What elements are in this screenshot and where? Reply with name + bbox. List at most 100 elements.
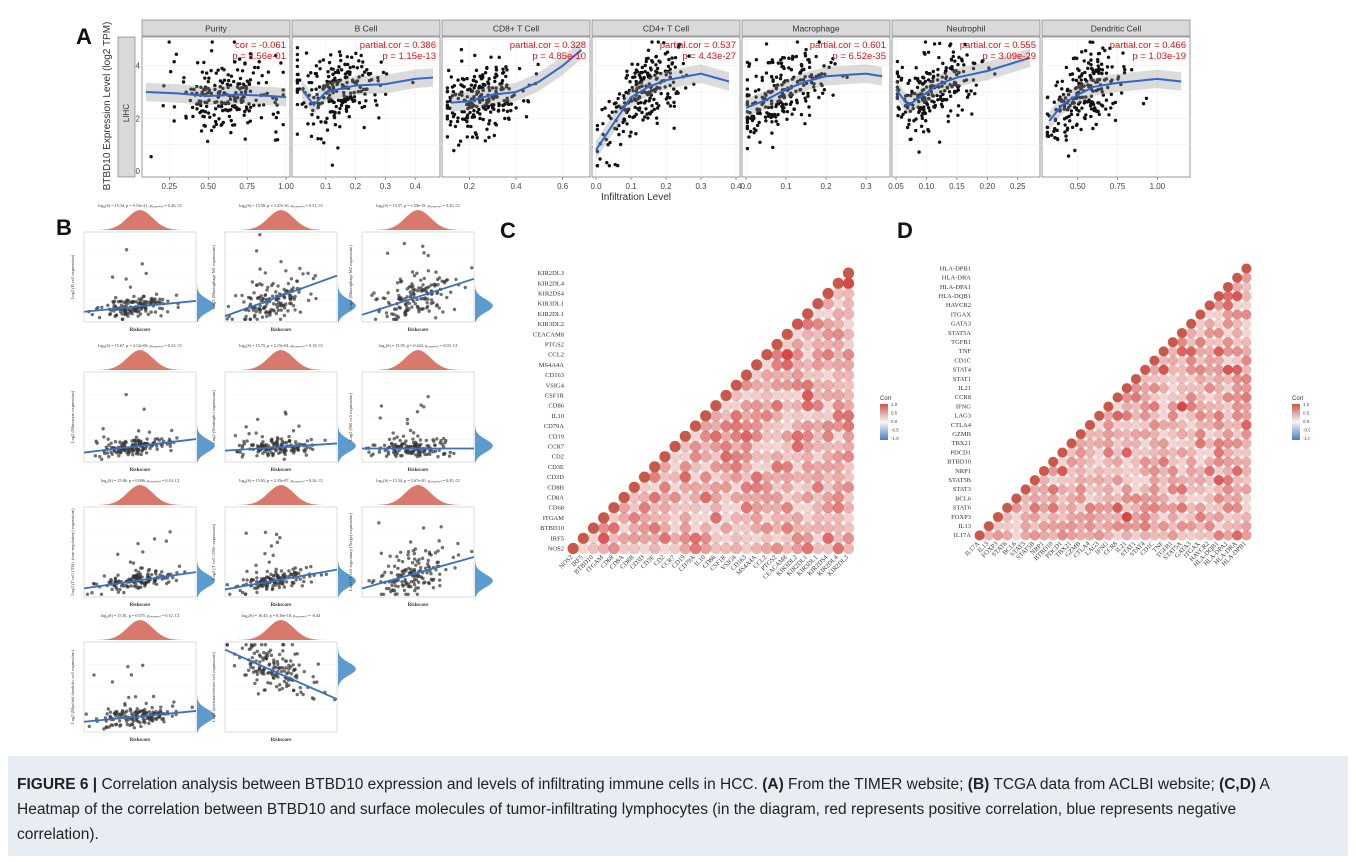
- b-point: [436, 283, 440, 287]
- b-point: [431, 586, 436, 590]
- a-point: [906, 81, 910, 86]
- b-point: [409, 579, 414, 584]
- b-point: [370, 580, 375, 585]
- a-point: [1104, 98, 1109, 102]
- a-point: [298, 78, 302, 82]
- a-facet-title: B Cell: [355, 24, 378, 34]
- heatmap-row-label: IL21: [958, 385, 971, 392]
- heatmap-cell: [771, 440, 783, 453]
- heatmap-cell: [628, 481, 640, 493]
- heatmap-cell: [740, 440, 753, 453]
- heatmap-cell: [842, 502, 855, 514]
- a-point: [149, 154, 153, 159]
- a-point: [1141, 101, 1146, 106]
- heatmap-cell: [791, 410, 804, 422]
- a-point: [770, 105, 774, 109]
- heatmap-cell: [1186, 493, 1197, 504]
- b-point: [106, 437, 110, 441]
- b-point: [269, 572, 273, 577]
- b-point: [395, 592, 399, 596]
- a-point: [670, 61, 675, 65]
- b-point: [425, 300, 429, 305]
- a-point: [807, 57, 811, 62]
- b-point: [408, 290, 413, 294]
- a-point: [256, 65, 260, 70]
- heatmap-cell: [1103, 511, 1114, 523]
- a-point: [1086, 66, 1090, 71]
- heatmap-cell: [812, 349, 824, 361]
- b-point: [282, 585, 287, 589]
- heatmap-cell: [761, 512, 773, 524]
- legend-tick-label: -1.0: [1303, 436, 1310, 441]
- heatmap-cell: [751, 532, 763, 544]
- a-point: [650, 58, 654, 63]
- a-point: [787, 66, 791, 70]
- b-point: [452, 307, 457, 312]
- b-point: [107, 455, 111, 459]
- a-point: [922, 88, 926, 92]
- b-point: [94, 582, 99, 586]
- heatmap-cell: [812, 420, 824, 432]
- a-point: [364, 99, 368, 103]
- heatmap-cell: [1084, 511, 1096, 523]
- legend-title: Corr: [1292, 396, 1304, 402]
- a-point: [634, 98, 638, 103]
- heatmap-cell: [1186, 392, 1197, 403]
- a-point: [221, 86, 225, 91]
- heatmap-cell: [1084, 447, 1096, 458]
- heatmap-cell: [1195, 521, 1206, 532]
- a-point: [220, 102, 224, 106]
- a-point: [1065, 88, 1070, 93]
- heatmap-cell: [1222, 429, 1234, 440]
- heatmap-cell: [761, 420, 773, 432]
- a-point: [485, 127, 489, 131]
- heatmap-cell: [1213, 318, 1224, 329]
- heatmap-cell: [1121, 521, 1132, 532]
- heatmap-cell: [740, 512, 753, 524]
- a-point: [316, 105, 320, 110]
- heatmap-cell: [832, 308, 844, 320]
- b-point: [259, 298, 263, 303]
- heatmap-cell: [649, 461, 661, 473]
- heatmap-cell: [832, 461, 844, 473]
- a-point: [1091, 126, 1095, 131]
- a-point: [445, 106, 450, 110]
- heatmap-cell: [669, 532, 681, 544]
- heatmap-cell: [842, 481, 855, 493]
- a-point: [212, 113, 216, 117]
- b-point: [104, 445, 108, 450]
- heatmap-cell: [1186, 530, 1197, 541]
- a-point: [465, 119, 469, 124]
- a-confidence-band: [596, 64, 729, 160]
- heatmap-cell: [842, 471, 855, 483]
- heatmap-cell: [802, 430, 814, 442]
- a-point: [1103, 48, 1107, 53]
- b-point: [442, 436, 446, 441]
- heatmap-cell: [791, 430, 804, 442]
- heatmap-cell: [812, 461, 824, 473]
- heatmap-cell: [1094, 475, 1105, 486]
- a-facet-strip: [741, 19, 891, 37]
- heatmap-cell: [730, 410, 742, 422]
- a-point: [345, 75, 349, 80]
- a-point: [524, 115, 529, 119]
- heatmap-cell: [669, 440, 681, 453]
- a-point: [971, 78, 976, 82]
- a-point: [1052, 100, 1056, 104]
- b-point: [257, 584, 262, 588]
- b-point: [90, 591, 94, 595]
- a-x-tick-label: 0.3: [860, 182, 872, 191]
- a-point: [360, 64, 364, 69]
- a-point: [232, 79, 236, 84]
- heatmap-cell: [710, 481, 722, 493]
- heatmap-cell: [598, 512, 610, 524]
- a-point: [1096, 87, 1101, 92]
- heatmap-cell: [802, 440, 814, 453]
- b-point: [263, 293, 268, 297]
- heatmap-cell: [1241, 410, 1252, 421]
- heatmap-cell: [740, 430, 753, 442]
- heatmap-cell: [1103, 521, 1114, 532]
- a-point: [772, 83, 777, 88]
- a-point: [649, 68, 653, 72]
- b-point: [309, 292, 313, 296]
